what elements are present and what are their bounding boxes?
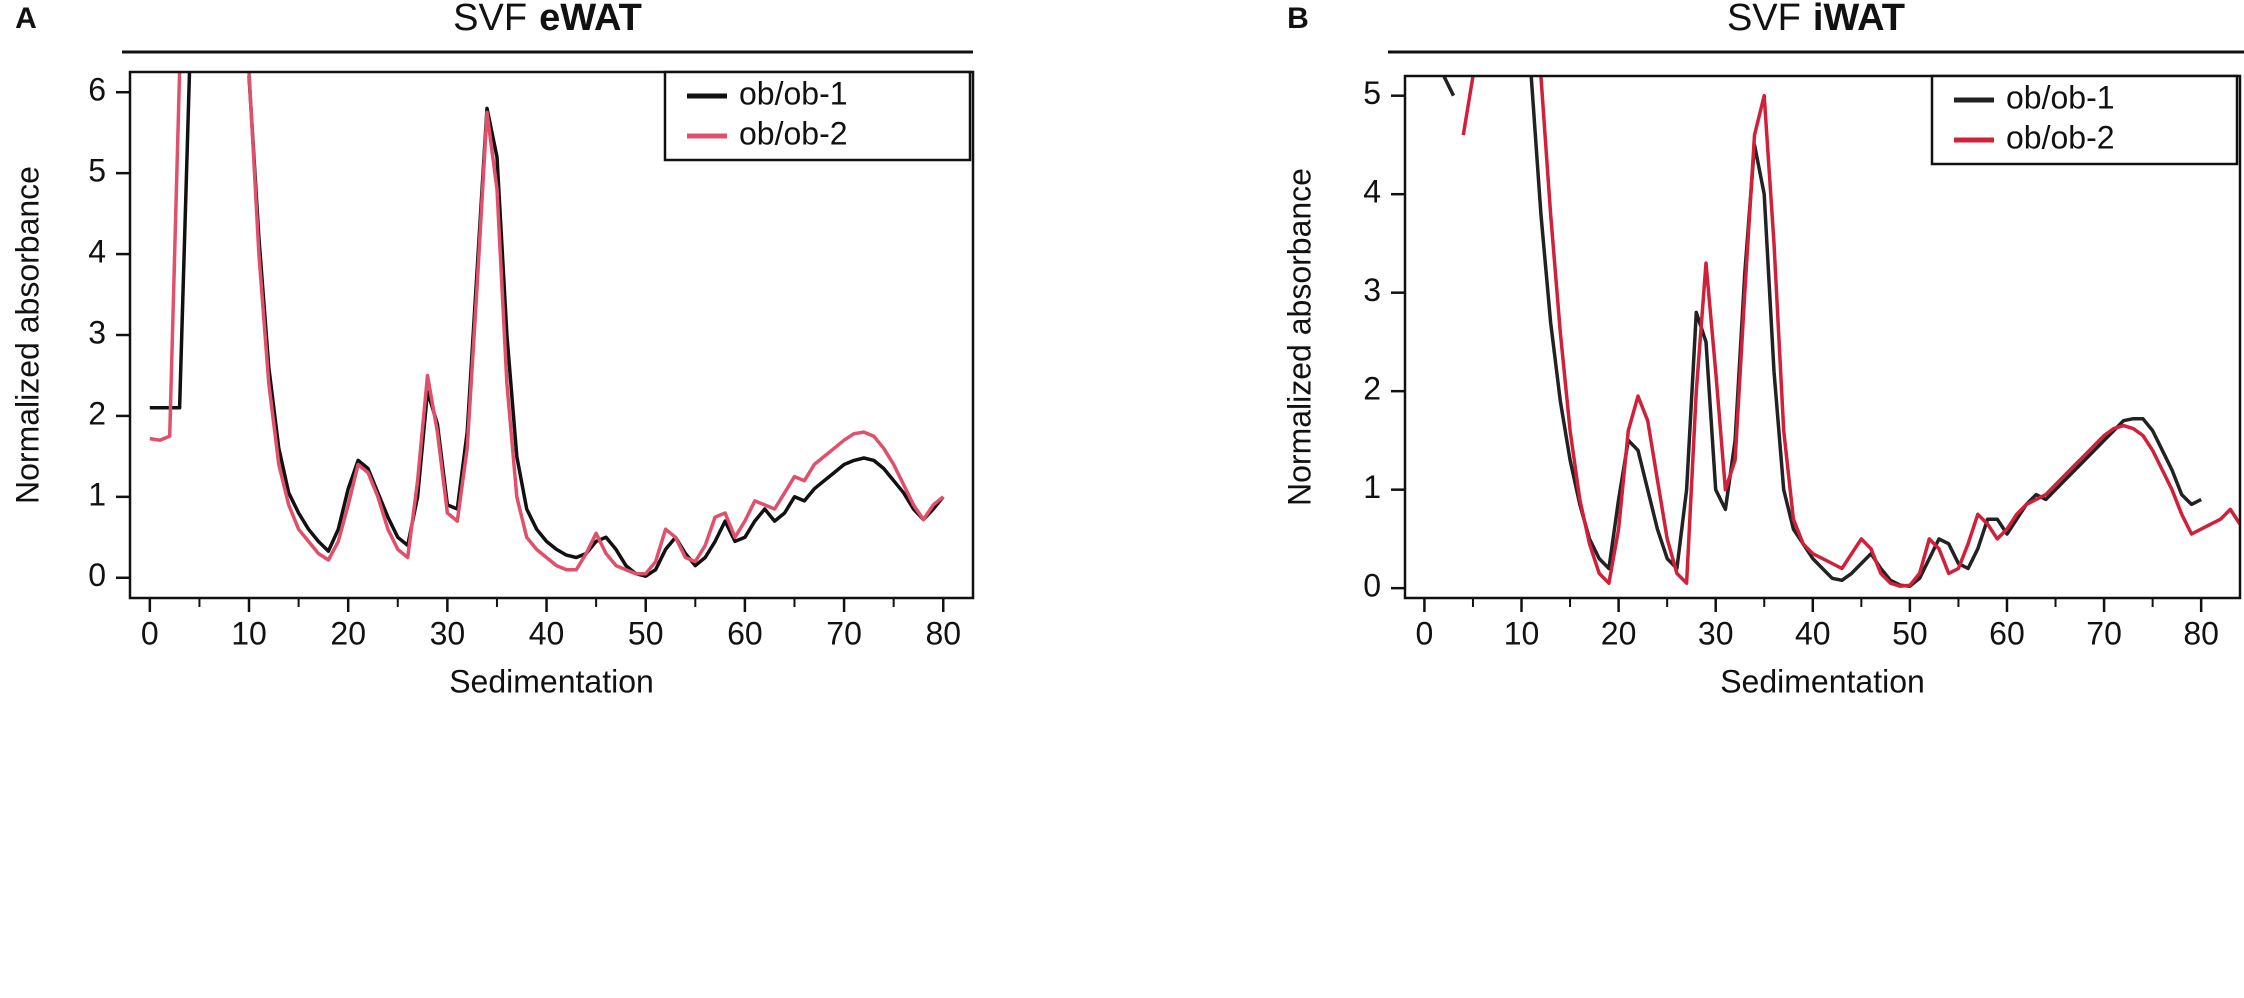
x-tick-label: 10: [1504, 615, 1540, 651]
plot-frame: [1403, 74, 2242, 600]
y-tick-label: 4: [1363, 174, 1381, 210]
x-tick-label: 40: [529, 615, 565, 651]
legend-label: ob/ob-2: [739, 115, 848, 151]
y-tick-label: 4: [88, 234, 106, 270]
title-text: SVF: [453, 0, 527, 39]
y-tick-label: 1: [88, 476, 106, 512]
series-line: [1461, 76, 2240, 588]
x-tick-label: 80: [925, 615, 961, 651]
x-tick-label: 0: [141, 615, 159, 651]
y-tick-label: 2: [1363, 371, 1381, 407]
plot-frame: [128, 70, 975, 600]
x-tick-label: 30: [430, 615, 466, 651]
y-tick-label: 6: [88, 72, 106, 108]
title-bold: iWAT: [1813, 0, 1905, 39]
y-tick-label: 0: [1363, 568, 1381, 604]
x-tick-label: 30: [1698, 615, 1734, 651]
x-tick-label: 40: [1795, 615, 1831, 651]
y-tick-label: 3: [88, 314, 106, 350]
series-line: [149, 72, 945, 576]
y-tick-label: 0: [88, 557, 106, 593]
y-tick-label: 2: [88, 395, 106, 431]
title-text: SVF: [1727, 0, 1801, 39]
y-tick-label: 3: [1363, 272, 1381, 308]
x-axis-label: Sedimentation: [1720, 663, 1925, 699]
series-line: [1442, 76, 2202, 588]
panel-label: B: [1287, 2, 1309, 35]
chart-title: SVF iWAT: [1727, 0, 1905, 39]
y-tick-label: 1: [1363, 469, 1381, 505]
x-tick-label: 50: [1892, 615, 1928, 651]
x-tick-label: 80: [2183, 615, 2219, 651]
x-tick-label: 20: [1601, 615, 1637, 651]
legend-box: [663, 70, 972, 162]
y-axis-label: Normalized absorbance: [9, 166, 45, 504]
title-bold: eWAT: [539, 0, 642, 39]
legend-box: [1930, 74, 2239, 166]
x-tick-label: 70: [2086, 615, 2122, 651]
y-axis-label: Normalized absorbance: [1281, 168, 1317, 506]
y-tick-label: 5: [88, 153, 106, 189]
panel-label: A: [15, 2, 37, 35]
x-tick-label: 10: [231, 615, 267, 651]
x-tick-label: 20: [330, 615, 366, 651]
x-tick-label: 50: [628, 615, 664, 651]
x-axis-label: Sedimentation: [449, 663, 654, 699]
x-tick-label: 0: [1416, 615, 1434, 651]
chart-title: SVF eWAT: [453, 0, 642, 39]
x-tick-label: 70: [826, 615, 862, 651]
x-tick-label: 60: [1989, 615, 2025, 651]
x-tick-label: 60: [727, 615, 763, 651]
legend-label: ob/ob-1: [2006, 79, 2115, 115]
legend-label: ob/ob-1: [739, 75, 848, 111]
y-tick-label: 5: [1363, 75, 1381, 111]
legend-label: ob/ob-2: [2006, 119, 2115, 155]
